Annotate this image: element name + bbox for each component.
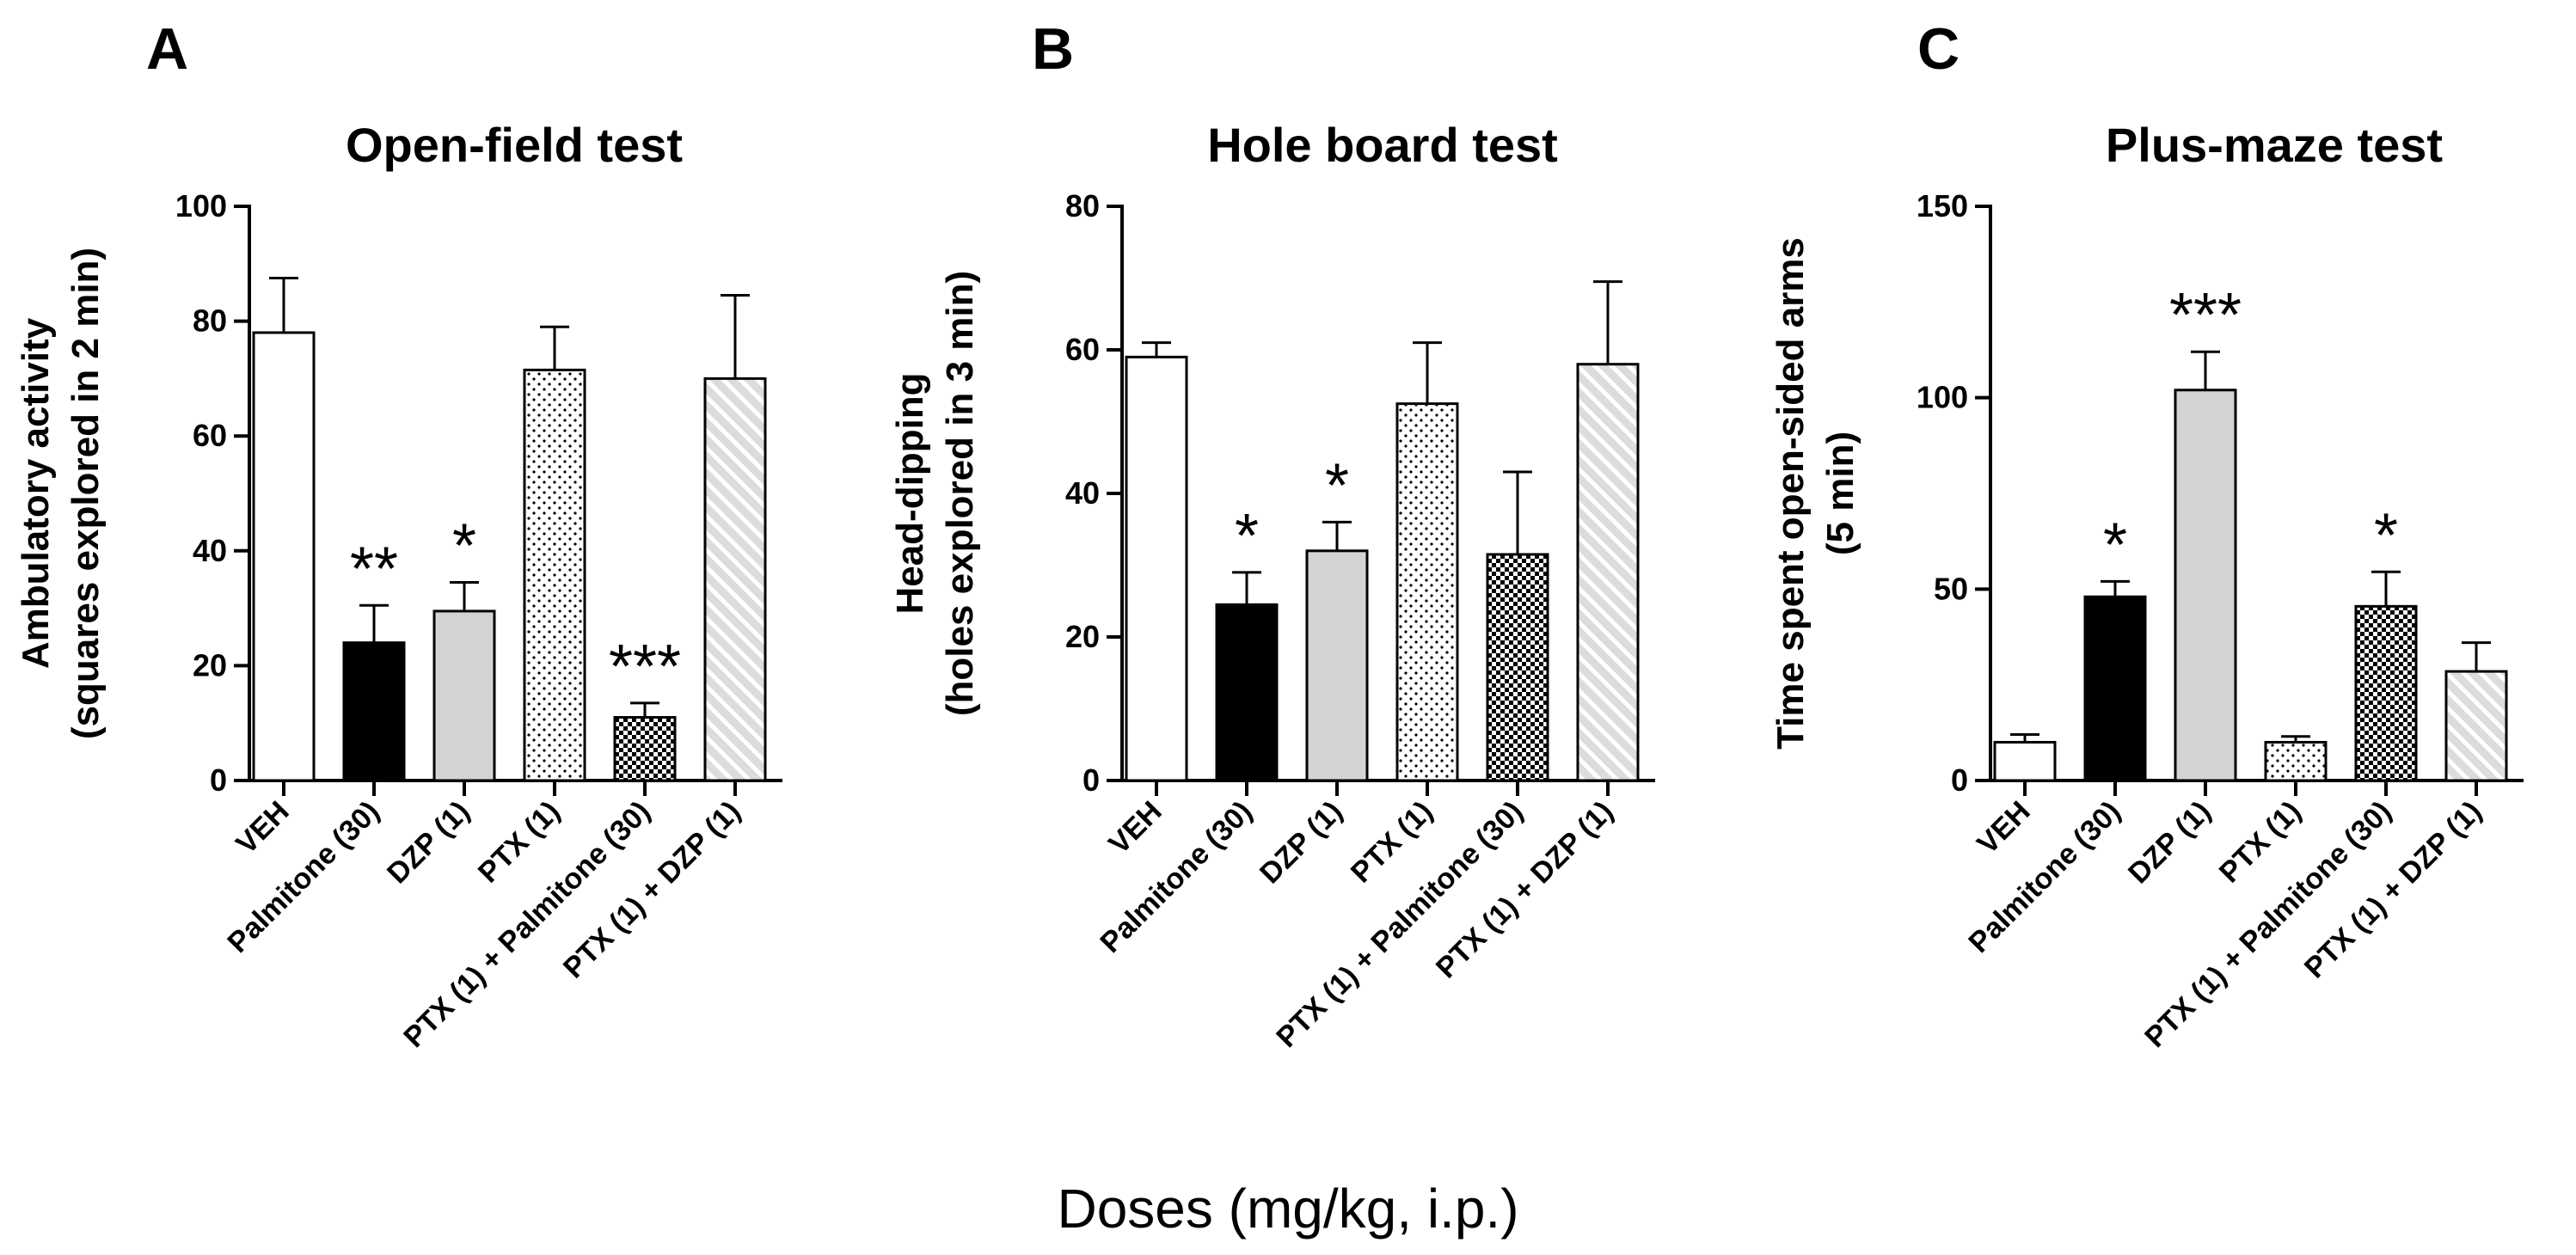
bar [523, 368, 586, 782]
y-axis-label: (holes explored in 3 min) [939, 271, 981, 716]
bar [1305, 549, 1369, 782]
y-tick-label: 50 [1934, 571, 1968, 606]
x-tick-label: VEH [1102, 795, 1168, 860]
x-tick-label: Palmitone (30) [1962, 795, 2126, 959]
y-tick-label: 0 [1083, 762, 1100, 798]
bar [2444, 670, 2508, 782]
bar [1395, 402, 1459, 782]
x-tick-label: Palmitone (30) [1094, 795, 1258, 959]
y-tick-label: 0 [1951, 762, 1968, 798]
chart-title: Hole board test [1207, 118, 1558, 172]
significance-marker: * [1325, 451, 1349, 520]
y-axis-label: Head-dipping [889, 372, 931, 614]
x-tick-label: DZP (1) [2122, 795, 2217, 891]
y-tick-label: 80 [193, 303, 227, 339]
bar [2174, 389, 2237, 782]
y-tick-label: 20 [1065, 619, 1100, 654]
x-tick-label: PTX (1) + DZP (1) [557, 795, 747, 985]
x-tick-label: DZP (1) [1254, 795, 1349, 891]
bar [613, 716, 677, 782]
panel-letter: C [1917, 16, 1960, 82]
y-tick-label: 100 [1917, 380, 1968, 415]
significance-marker: ** [350, 535, 398, 603]
y-tick-label: 80 [1065, 188, 1100, 223]
y-tick-label: 0 [210, 762, 227, 798]
x-tick-label: PTX (1) + DZP (1) [2298, 795, 2488, 985]
significance-marker: * [2103, 511, 2127, 579]
y-axis-label: Time spent open-sided arms [1769, 237, 1812, 750]
y-tick-label: 100 [175, 188, 227, 223]
global-x-axis-label: Doses (mg/kg, i.p.) [1057, 1178, 1518, 1240]
bar [252, 331, 316, 782]
panel-b: B Hole board test Head-dipping (holes explo… [889, 16, 1655, 1054]
bar [2264, 740, 2328, 782]
bar [1576, 363, 1640, 782]
bar [1486, 553, 1549, 782]
significance-marker: *** [609, 633, 681, 701]
y-tick-label: 20 [193, 647, 227, 683]
y-tick-label: 150 [1917, 188, 1968, 223]
bar [1993, 740, 2057, 782]
panel-letter: A [146, 16, 188, 82]
y-axis-label: Ambulatory activity [15, 317, 57, 669]
bar [432, 609, 496, 782]
bar [703, 376, 767, 782]
panel-a: A Open-field test Ambulatory activity (squa… [15, 16, 782, 1054]
chart-title: Plus-maze test [2106, 118, 2443, 172]
chart-title: Open-field test [346, 118, 683, 172]
y-tick-label: 40 [1065, 475, 1100, 511]
significance-marker: * [452, 512, 476, 581]
bar [2083, 595, 2147, 782]
bar [1125, 355, 1188, 782]
significance-marker: * [1235, 502, 1259, 571]
x-tick-label: PTX (1) + DZP (1) [1430, 795, 1620, 985]
y-axis-label: (squares explored in 2 min) [64, 248, 107, 739]
y-tick-label: 60 [193, 418, 227, 453]
y-tick-label: 60 [1065, 332, 1100, 367]
panel-c: C Plus-maze test Time spent open-sided arm… [1769, 16, 2524, 1054]
x-tick-label: Palmitone (30) [221, 795, 385, 959]
bar [342, 641, 406, 782]
y-axis-label: (5 min) [1819, 432, 1861, 555]
x-tick-label: DZP (1) [381, 795, 476, 891]
x-tick-label: VEH [230, 795, 295, 860]
panel-letter: B [1032, 16, 1074, 82]
significance-marker: *** [2169, 281, 2242, 350]
significance-marker: * [2374, 501, 2398, 570]
bar [2354, 604, 2418, 782]
y-tick-label: 40 [193, 533, 227, 568]
x-tick-label: VEH [1971, 795, 2036, 860]
bar [1215, 603, 1279, 782]
